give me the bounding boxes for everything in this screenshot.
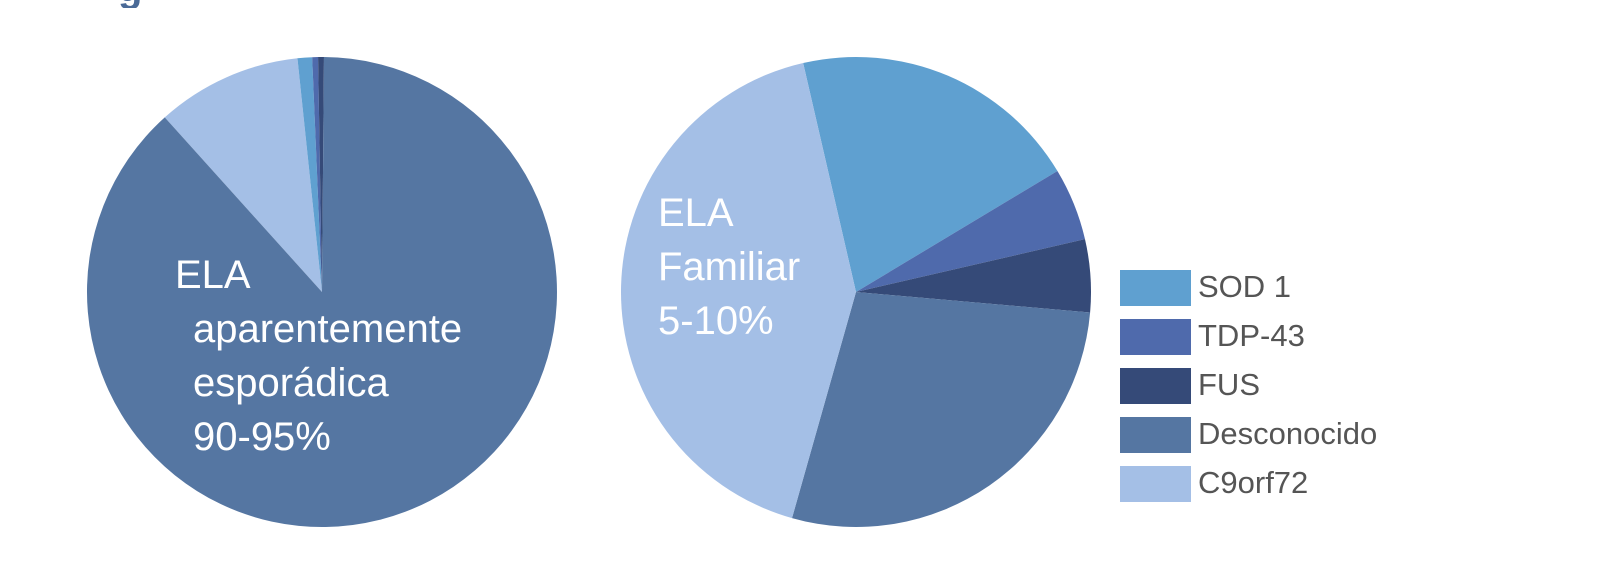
legend-swatch-tdp-43 xyxy=(1120,319,1191,355)
pie-1-label-line-1: ELA xyxy=(175,253,251,297)
pie-chart-1: ELA aparentemente esporádica 90-95% xyxy=(86,57,557,528)
legend: SOD 1 TDP-43 FUS Desconocido C9orf72 xyxy=(1120,269,1377,502)
pie-2-label-line-1: ELA xyxy=(658,191,734,235)
pie-1-label-line-4: 90-95% xyxy=(193,415,331,459)
pie-1-slice-desconocido xyxy=(86,57,557,528)
legend-label-sod-1: SOD 1 xyxy=(1198,269,1291,304)
page-title-text: g xyxy=(118,0,164,8)
legend-label-fus: FUS xyxy=(1198,367,1260,402)
pie-1-slice-tdp-43 xyxy=(312,57,322,292)
pie-2-slice-sod-1 xyxy=(803,56,1058,292)
legend-swatch-c9orf72 xyxy=(1120,466,1191,502)
legend-label-desconocido: Desconocido xyxy=(1198,416,1377,451)
legend-label-c9orf72: C9orf72 xyxy=(1198,465,1308,500)
pie-1-label-line-3: esporádica xyxy=(193,361,389,405)
pie-2-slice-desconocido xyxy=(792,292,1091,528)
pie-2-label-line-2: Familiar xyxy=(658,245,800,289)
pie-chart-2: ELA Familiar 5-10% xyxy=(620,56,1092,528)
pie-2-slice-c9orf72 xyxy=(620,63,856,519)
pie-1-slice-sod-1 xyxy=(297,57,322,293)
legend-swatch-desconocido xyxy=(1120,417,1191,453)
legend-label-tdp-43: TDP-43 xyxy=(1198,318,1305,353)
pie-1-slice-fus xyxy=(318,57,324,293)
pie-1-label-line-2: aparentemente xyxy=(193,307,462,351)
pie-1-slice-c9orf72 xyxy=(164,58,322,292)
legend-swatch-sod-1 xyxy=(1120,270,1191,306)
page-title-fragment: g xyxy=(118,0,164,8)
legend-swatch-fus xyxy=(1120,368,1191,404)
pie-2-slice-fus xyxy=(856,239,1092,313)
pie-2-slice-tdp-43 xyxy=(856,170,1085,292)
pie-2-label-line-3: 5-10% xyxy=(658,299,774,343)
